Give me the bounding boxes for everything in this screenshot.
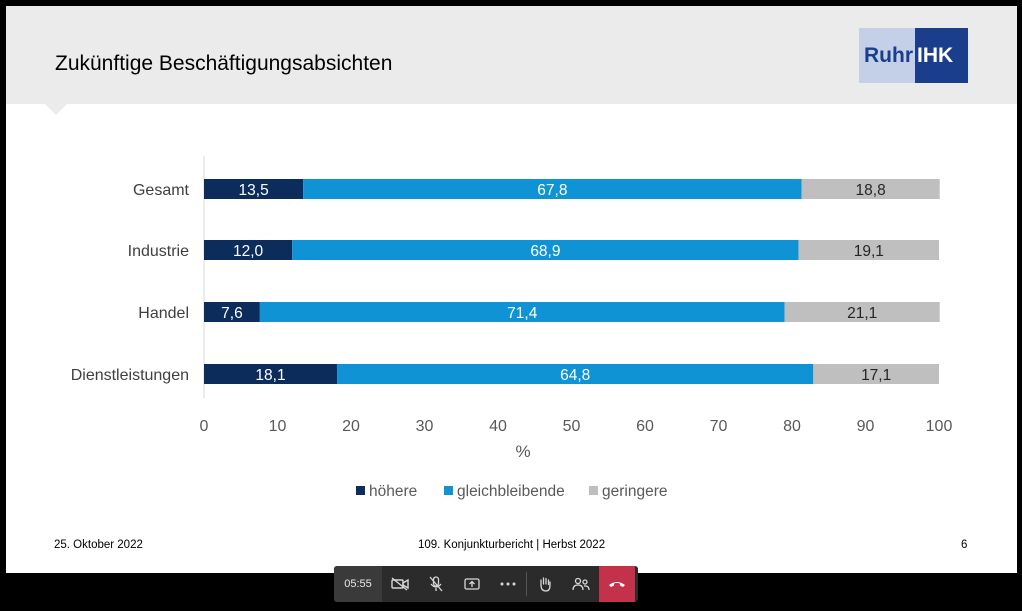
data-label: 7,6: [221, 305, 243, 322]
page-number: 6: [961, 539, 968, 551]
bar-segment: [303, 179, 802, 199]
data-label: 67,8: [537, 182, 567, 199]
raise-hand-icon[interactable]: [527, 566, 563, 602]
slide: Zukünftige Beschäftigungsabsichten Ruhr …: [6, 6, 1017, 573]
x-axis-label: %: [515, 442, 530, 461]
bar-segment: [798, 240, 939, 260]
data-label: 68,9: [530, 243, 560, 260]
data-label: 71,4: [507, 305, 538, 322]
bar-segment: [204, 302, 260, 322]
bar-segment: [204, 364, 338, 384]
slide-header: [6, 6, 1017, 104]
x-tick-label: 10: [269, 418, 287, 435]
legend-swatch: [444, 486, 453, 495]
hang-up-icon[interactable]: [599, 566, 635, 602]
bar-segment: [259, 302, 785, 322]
participants-icon[interactable]: [563, 566, 599, 602]
camera-off-icon[interactable]: [382, 566, 418, 602]
data-label: 18,8: [856, 182, 886, 199]
x-tick-label: 80: [783, 418, 801, 435]
data-label: 13,5: [239, 182, 269, 199]
x-tick-label: 0: [200, 418, 209, 435]
x-tick-label: 50: [563, 418, 581, 435]
bar-segment: [813, 364, 939, 384]
category-label: Handel: [138, 305, 189, 322]
data-label: 18,1: [255, 367, 285, 384]
x-tick-label: 60: [636, 418, 654, 435]
data-label: 19,1: [854, 243, 884, 260]
category-label: Industrie: [128, 243, 189, 260]
mic-off-icon[interactable]: [418, 566, 454, 602]
bar-segment: [784, 302, 940, 322]
slide-title: Zukünftige Beschäftigungsabsichten: [55, 52, 393, 75]
x-tick-label: 30: [416, 418, 434, 435]
share-screen-icon[interactable]: [454, 566, 490, 602]
logo-text-ihk: IHK: [915, 28, 968, 83]
x-tick-label: 40: [489, 418, 507, 435]
x-tick-label: 90: [857, 418, 875, 435]
separator: [526, 572, 527, 596]
data-label: 64,8: [560, 367, 590, 384]
legend-swatch: [589, 486, 598, 495]
legend-swatch: [356, 486, 365, 495]
data-label: 17,1: [861, 367, 891, 384]
data-label: 12,0: [233, 243, 264, 260]
bar-segment: [337, 364, 814, 384]
call-timer: 05:55: [334, 566, 382, 602]
stacked-bar-chart: Gesamt 13,5 67,8 18,8 Industrie 12,0 68,9 19,1 H…: [71, 156, 953, 500]
footer-report-title: 109. Konjunkturbericht | Herbst 2022: [418, 539, 606, 551]
legend-label: geringere: [602, 483, 668, 500]
legend-label: gleichbleibende: [457, 483, 565, 500]
bar-segment: [801, 179, 940, 199]
category-label: Dienstleistungen: [71, 367, 189, 384]
x-tick-label: 100: [926, 418, 953, 435]
ruhr-ihk-logo: Ruhr IHK: [859, 28, 968, 83]
bar-segment: [204, 179, 304, 199]
meeting-control-bar: 05:55: [334, 566, 638, 602]
x-tick-label: 20: [342, 418, 360, 435]
bar-segment: [292, 240, 799, 260]
legend-label: höhere: [369, 483, 417, 500]
bar-segment: [204, 240, 293, 260]
header-notch: [44, 103, 68, 115]
category-label: Gesamt: [133, 182, 190, 199]
footer-date: 25. Oktober 2022: [54, 539, 143, 551]
x-tick-label: 70: [710, 418, 728, 435]
logo-text-ruhr: Ruhr: [859, 28, 915, 83]
data-label: 21,1: [847, 305, 877, 322]
more-icon[interactable]: [490, 566, 526, 602]
